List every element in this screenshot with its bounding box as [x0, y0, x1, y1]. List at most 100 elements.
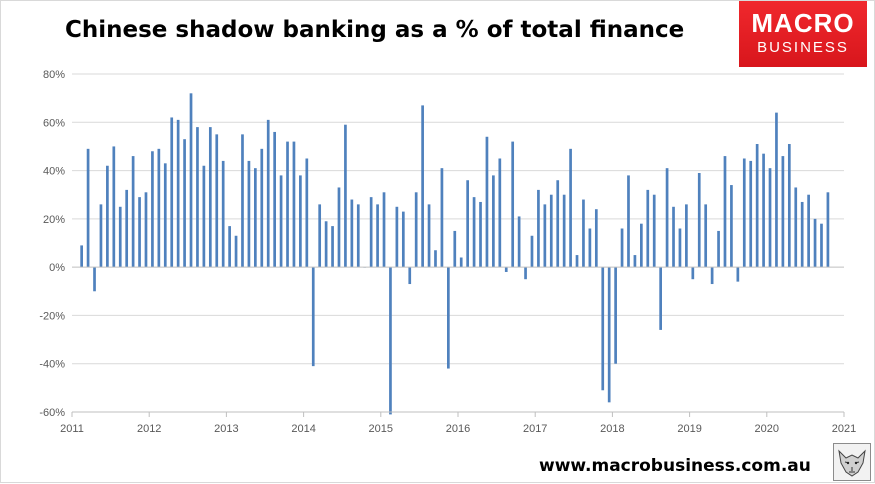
gridlines: [72, 73, 844, 413]
y-tick-label: 40%: [43, 166, 65, 178]
bar: [659, 267, 662, 330]
y-tick-label: -20%: [39, 310, 65, 322]
x-tick-label: 2016: [446, 423, 470, 435]
bar: [800, 201, 804, 268]
bar: [466, 180, 469, 268]
bar: [678, 228, 682, 268]
y-axis: -60% -40% -20% 0% 20% 40% 60% 80%: [39, 69, 65, 419]
bar: [537, 189, 540, 268]
bar: [820, 223, 823, 268]
footer-url: www.macrobusiness.com.au: [539, 456, 811, 476]
bar: [640, 223, 643, 268]
bar: [543, 204, 547, 268]
bar: [723, 156, 727, 268]
bar: [736, 267, 740, 282]
bar: [234, 235, 238, 268]
bar: [813, 218, 817, 268]
bar: [401, 211, 405, 268]
bar: [376, 204, 379, 268]
bar: [524, 267, 527, 280]
bar: [144, 192, 148, 268]
bar: [305, 158, 309, 268]
bar: [633, 255, 637, 268]
bar: [273, 131, 276, 268]
bar: [292, 141, 296, 268]
bar: [414, 192, 418, 268]
fox-sketch-icon: [833, 443, 871, 481]
bar: [247, 160, 251, 268]
bar: [118, 206, 122, 268]
bar: [427, 204, 431, 268]
bar: [318, 204, 322, 268]
bar: [749, 160, 753, 268]
bar: [730, 185, 733, 268]
bar: [99, 204, 103, 268]
bar: [459, 257, 463, 268]
bar: [768, 168, 772, 268]
y-tick-label: 0%: [49, 262, 65, 274]
bar: [266, 119, 270, 268]
bar: [221, 160, 225, 268]
bar: [646, 189, 650, 268]
bar: [434, 250, 437, 268]
bar: [93, 267, 96, 292]
bar: [369, 197, 373, 268]
x-tick-label: 2018: [600, 423, 624, 435]
bar: [440, 168, 444, 268]
bar: [479, 201, 482, 268]
y-tick-label: 60%: [43, 117, 65, 129]
bar: [549, 194, 553, 268]
y-tick-label: 80%: [43, 69, 65, 81]
bar: [202, 165, 206, 268]
bar: [151, 151, 154, 268]
bar: [86, 148, 90, 268]
bar: [112, 146, 116, 268]
bar: [215, 134, 219, 268]
bar: [685, 204, 688, 268]
bar: [794, 187, 798, 268]
bar: [787, 144, 791, 268]
bar: [614, 267, 617, 364]
x-tick-label: 2021: [832, 423, 856, 435]
bar: [408, 267, 412, 285]
bar: [176, 119, 180, 268]
bar: [395, 206, 399, 268]
bar: [286, 141, 289, 268]
bar: [228, 226, 231, 268]
bar: [472, 197, 476, 268]
bar: [588, 228, 592, 268]
x-tick-label: 2014: [291, 423, 315, 435]
bar: [562, 194, 566, 268]
logo-line1: MACRO: [751, 8, 855, 38]
bar: [170, 117, 174, 268]
bar: [356, 204, 360, 268]
bar: [807, 194, 810, 268]
x-tick-label: 2020: [755, 423, 779, 435]
bar: [672, 206, 675, 268]
bar: [324, 221, 328, 268]
bar: [826, 192, 830, 268]
bar: [492, 175, 495, 268]
bar: [196, 127, 199, 268]
logo-line2: BUSINESS: [757, 39, 849, 56]
bar: [569, 148, 572, 268]
bar: [742, 158, 746, 268]
bar: [279, 175, 283, 268]
bar: [601, 267, 605, 391]
bar: [504, 267, 508, 272]
bar: [691, 267, 695, 280]
bar: [241, 134, 244, 268]
x-tick-label: 2015: [369, 423, 393, 435]
bar: [447, 267, 450, 369]
bar: [138, 197, 141, 268]
bar: [775, 112, 778, 268]
bar: [755, 144, 759, 268]
bar: [620, 228, 624, 268]
bar: [163, 163, 167, 268]
chart-title: Chinese shadow banking as a % of total f…: [65, 17, 685, 43]
x-tick-label: 2017: [523, 423, 547, 435]
y-tick-label: 20%: [43, 214, 65, 226]
bar: [652, 194, 656, 268]
bar: [299, 175, 302, 268]
